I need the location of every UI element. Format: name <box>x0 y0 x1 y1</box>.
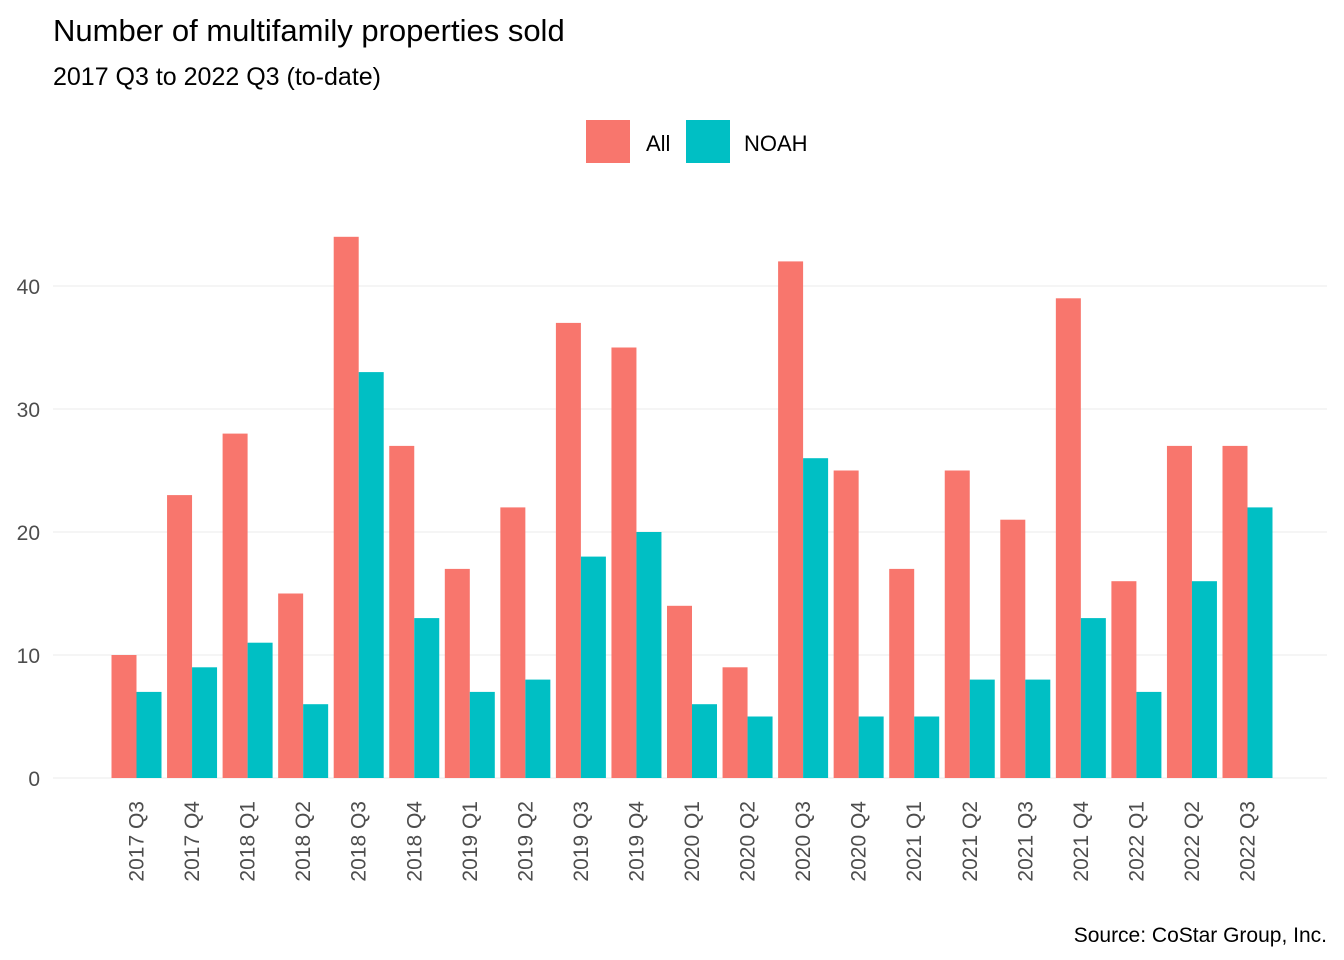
x-tick-label: 2021 Q2 <box>959 801 982 882</box>
bar-noah-2020-q3 <box>803 458 829 778</box>
x-tick-label: 2020 Q2 <box>737 801 760 882</box>
x-tick-label: 2021 Q4 <box>1070 801 1093 882</box>
bar-all-2018-q3 <box>333 236 359 779</box>
x-tick-label: 2021 Q1 <box>903 801 926 882</box>
bar-all-2021-q1 <box>889 568 915 778</box>
x-tick-label: 2019 Q1 <box>459 801 482 882</box>
x-tick-label: 2020 Q3 <box>792 801 815 882</box>
bar-noah-2021-q2 <box>969 679 995 778</box>
y-tick-label: 0 <box>28 768 40 791</box>
y-tick-label: 10 <box>17 645 40 668</box>
bar-noah-2018-q2 <box>303 704 329 778</box>
x-tick-label: 2018 Q3 <box>348 801 371 882</box>
legend-label-all: All <box>646 131 670 156</box>
x-tick-label: 2017 Q4 <box>181 801 204 882</box>
bar-all-2019-q1 <box>444 568 470 778</box>
x-tick-label: 2018 Q1 <box>237 801 260 882</box>
x-tick-label: 2022 Q1 <box>1125 801 1148 882</box>
bar-noah-2018-q1 <box>247 642 273 778</box>
chart-caption: Source: CoStar Group, Inc. <box>1074 924 1327 947</box>
x-tick-label: 2017 Q3 <box>126 801 149 882</box>
bar-noah-2019-q3 <box>580 556 606 778</box>
x-tick-label: 2022 Q2 <box>1181 801 1204 882</box>
legend-label-noah: NOAH <box>744 131 808 156</box>
bar-all-2021-q4 <box>1055 298 1081 778</box>
bar-noah-2017-q4 <box>192 667 218 778</box>
bar-noah-2022-q2 <box>1191 581 1217 778</box>
chart-title: Number of multifamily properties sold <box>53 13 565 48</box>
x-axis: 2017 Q3 2017 Q4 2018 Q1 2018 Q2 2018 Q3 2018 … <box>126 801 1260 882</box>
bar-noah-2021-q4 <box>1080 618 1106 778</box>
x-tick-label: 2019 Q3 <box>570 801 593 882</box>
legend-key-noah <box>686 120 730 163</box>
y-tick-label: 20 <box>17 522 40 545</box>
bar-all-2019-q2 <box>500 507 526 778</box>
bar-noah-2021-q3 <box>1025 679 1051 778</box>
legend: All NOAH <box>586 120 808 163</box>
x-tick-label: 2018 Q4 <box>403 801 426 882</box>
bar-noah-2020-q1 <box>692 704 717 778</box>
bar-noah-2021-q1 <box>914 716 940 778</box>
x-tick-label: 2019 Q2 <box>514 801 537 882</box>
x-tick-label: 2022 Q3 <box>1237 801 1260 882</box>
bar-noah-2018-q4 <box>414 618 440 778</box>
x-tick-label: 2020 Q1 <box>681 801 704 882</box>
bars <box>111 236 1273 779</box>
bar-noah-2019-q4 <box>636 532 662 778</box>
bar-all-2019-q4 <box>611 347 637 778</box>
bar-all-2020-q2 <box>722 667 748 778</box>
x-tick-label: 2019 Q4 <box>625 801 648 882</box>
bar-all-2020-q4 <box>833 470 859 778</box>
bar-all-2018-q4 <box>389 445 415 778</box>
bar-noah-2017-q3 <box>136 691 162 778</box>
bar-all-2017-q3 <box>111 655 137 778</box>
chart-subtitle: 2017 Q3 to 2022 Q3 (to-date) <box>53 63 381 91</box>
x-tick-label: 2020 Q4 <box>848 801 871 882</box>
bar-all-2020-q1 <box>667 605 692 778</box>
bar-noah-2019-q2 <box>525 679 551 778</box>
y-tick-label: 30 <box>17 399 40 422</box>
bar-all-2022-q2 <box>1166 445 1192 778</box>
bar-noah-2019-q1 <box>469 691 495 778</box>
bar-all-2017-q4 <box>167 495 193 778</box>
x-tick-label: 2018 Q2 <box>292 801 315 882</box>
bar-all-2022-q1 <box>1111 581 1137 778</box>
bar-noah-2022-q3 <box>1247 507 1273 778</box>
bar-all-2019-q3 <box>555 322 581 778</box>
bar-noah-2022-q1 <box>1136 691 1162 778</box>
bar-noah-2020-q4 <box>858 716 884 778</box>
legend-key-all <box>586 120 630 163</box>
y-axis: 0 10 20 30 40 <box>17 276 40 791</box>
bar-all-2018-q2 <box>278 593 304 778</box>
bar-all-2022-q3 <box>1222 445 1248 778</box>
x-tick-label: 2021 Q3 <box>1014 801 1037 882</box>
bar-all-2018-q1 <box>222 433 248 778</box>
y-tick-label: 40 <box>17 276 40 299</box>
bar-all-2020-q3 <box>778 261 804 778</box>
bar-noah-2020-q2 <box>747 716 773 778</box>
bar-noah-2018-q3 <box>358 372 384 778</box>
bar-all-2021-q3 <box>1000 519 1026 778</box>
bar-all-2021-q2 <box>944 470 970 778</box>
